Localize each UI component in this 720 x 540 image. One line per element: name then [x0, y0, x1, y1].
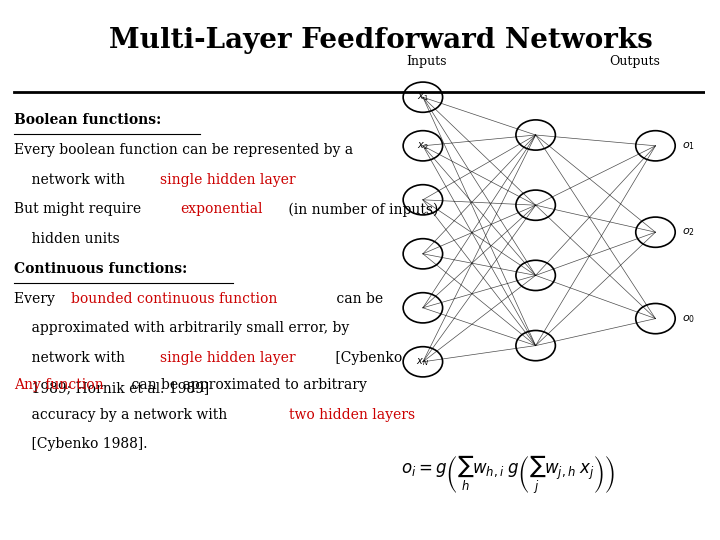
Text: 1989; Hornik et al. 1989]: 1989; Hornik et al. 1989] [14, 381, 210, 395]
Text: Any function: Any function [14, 378, 104, 392]
Text: Every: Every [14, 292, 59, 306]
Text: network with: network with [14, 173, 130, 187]
Text: single hidden layer: single hidden layer [160, 173, 295, 187]
Text: hidden units: hidden units [14, 232, 120, 246]
Text: $x_2$: $x_2$ [417, 140, 428, 152]
Text: (in number of inputs): (in number of inputs) [284, 202, 438, 217]
Text: Boolean functions:: Boolean functions: [14, 113, 161, 127]
Text: Inputs: Inputs [406, 55, 446, 68]
Text: Continuous functions:: Continuous functions: [14, 262, 187, 276]
Text: can be approximated to arbitrary: can be approximated to arbitrary [127, 378, 367, 392]
Text: $x_1$: $x_1$ [417, 91, 428, 103]
Text: two hidden layers: two hidden layers [289, 408, 415, 422]
Text: $x_N$: $x_N$ [416, 356, 429, 368]
Text: accuracy by a network with: accuracy by a network with [14, 408, 232, 422]
Text: Outputs: Outputs [609, 55, 660, 68]
Text: [Cybenko 1988].: [Cybenko 1988]. [14, 437, 148, 451]
Text: exponential: exponential [180, 202, 263, 217]
Text: Every boolean function can be represented by a: Every boolean function can be represente… [14, 143, 354, 157]
Text: $o_1$: $o_1$ [683, 140, 696, 152]
Text: [Cybenko: [Cybenko [331, 351, 402, 365]
Text: Multi-Layer Feedforward Networks: Multi-Layer Feedforward Networks [109, 27, 652, 54]
Text: network with: network with [14, 351, 130, 365]
Text: $o_i = g\left(\sum_h w_{h,i}\; g\left(\sum_j w_{j,h}\; x_j\right)\right)$: $o_i = g\left(\sum_h w_{h,i}\; g\left(\s… [400, 454, 614, 497]
Text: $o_0$: $o_0$ [683, 313, 696, 325]
Text: single hidden layer: single hidden layer [160, 351, 295, 365]
Text: $o_2$: $o_2$ [683, 226, 696, 238]
Text: approximated with arbitrarily small error, by: approximated with arbitrarily small erro… [14, 321, 349, 335]
Text: can be: can be [332, 292, 383, 306]
Text: But might require: But might require [14, 202, 145, 217]
Text: bounded continuous function: bounded continuous function [71, 292, 278, 306]
